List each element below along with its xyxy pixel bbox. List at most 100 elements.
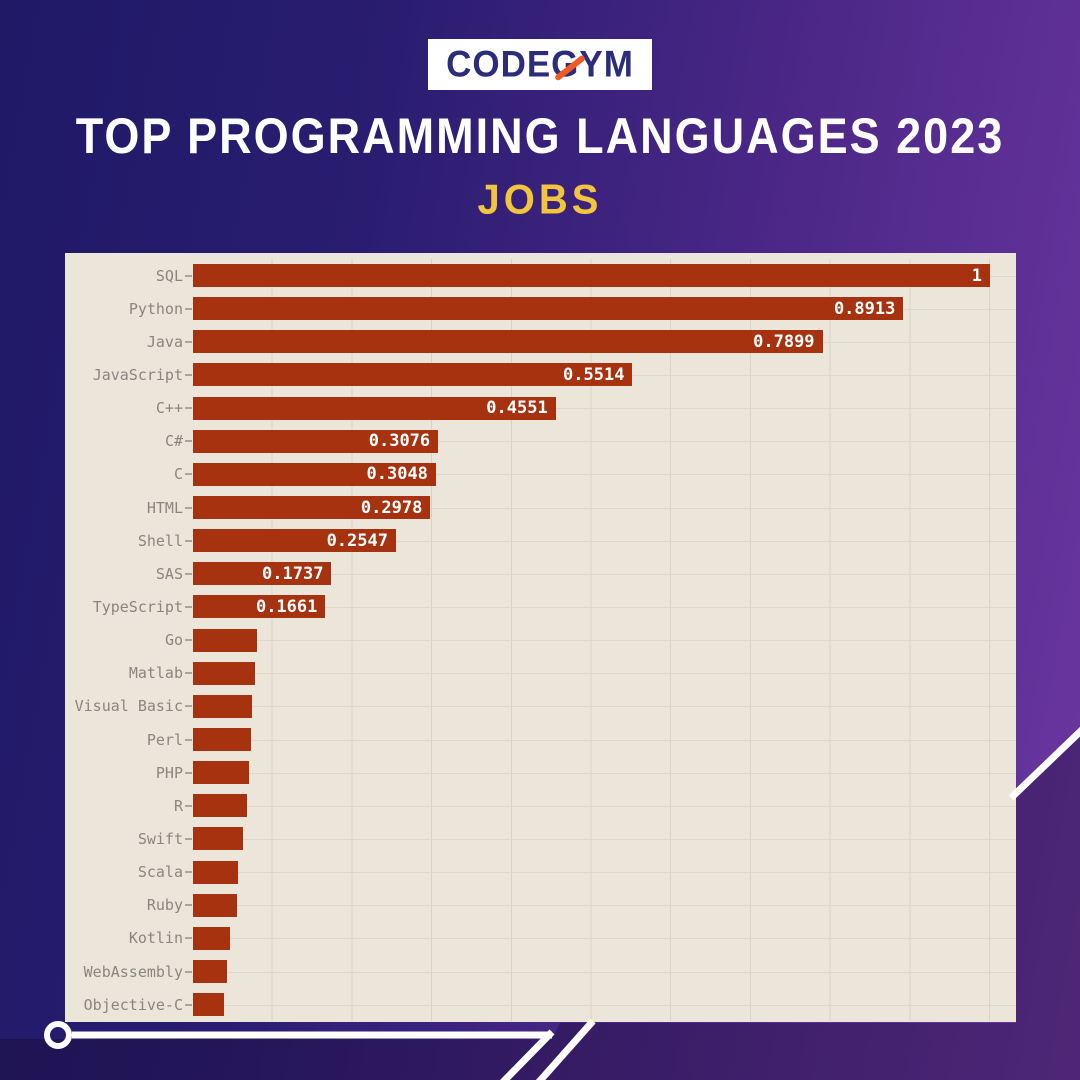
plot-area: 0.8913 (193, 292, 1016, 326)
bar: 0.7899 (193, 330, 823, 354)
axis-tick (183, 904, 193, 906)
category-label: C++ (155, 399, 183, 418)
category-label: Objective-C (83, 995, 183, 1014)
axis-tick (183, 407, 193, 409)
category-label: Kotlin (128, 929, 183, 948)
chart-row: HTML 0.2978 (65, 490, 1016, 525)
bar (193, 926, 231, 950)
axis-tick (183, 374, 193, 376)
chart-row: PHP (65, 756, 1016, 790)
bar (193, 960, 228, 984)
category-label: Go (164, 631, 183, 650)
bar-value-label: 1 (971, 265, 982, 286)
category-label: WebAssembly (83, 962, 183, 981)
plot-area (193, 656, 1016, 690)
bar (193, 993, 225, 1017)
bar: 0.1737 (193, 562, 332, 586)
codegym-logo-text: CODEGYM (446, 43, 634, 85)
category-label: C# (164, 432, 183, 451)
chart-row: WebAssembly (65, 954, 1016, 989)
bar (193, 860, 239, 884)
axis-tick (183, 838, 193, 840)
plot-area (193, 822, 1016, 856)
axis-tick (183, 937, 193, 939)
chart-row: C# 0.3076 (65, 424, 1016, 458)
plot-area (193, 689, 1016, 723)
category-label: HTML (146, 498, 183, 517)
axis-tick (183, 739, 193, 741)
axis-tick (183, 275, 193, 277)
bar (193, 694, 252, 718)
category-label: TypeScript (92, 597, 183, 616)
category-label: R (173, 796, 183, 815)
category-label: SQL (155, 266, 183, 285)
bar: 0.8913 (193, 297, 904, 321)
bar-value-label: 0.7899 (753, 331, 815, 352)
axis-tick (183, 507, 193, 509)
bar (193, 761, 249, 785)
chart-row: C++ 0.4551 (65, 391, 1016, 425)
plot-area (193, 623, 1016, 657)
chart-row: Swift (65, 822, 1016, 856)
plot-area: 0.2547 (193, 524, 1016, 558)
chart-row: JavaScript 0.5514 (65, 358, 1016, 392)
axis-tick (183, 473, 193, 475)
plot-area: 0.7899 (193, 325, 1016, 359)
chart-row: SQL 1 (65, 259, 1016, 293)
bar-value-label: 0.8913 (833, 298, 896, 319)
category-label: PHP (155, 763, 183, 782)
plot-area (193, 954, 1016, 989)
category-label: Java (146, 332, 183, 351)
chart-row: Ruby (65, 888, 1016, 922)
codegym-logo: CODEGYM (428, 39, 652, 90)
chart-row: C 0.3048 (65, 457, 1016, 491)
plot-area: 1 (193, 259, 1016, 293)
bar: 0.1661 (193, 595, 326, 619)
plot-area (193, 988, 1016, 1022)
bar: 0.2978 (193, 496, 431, 520)
bar-value-label: 0.3048 (366, 464, 428, 485)
axis-tick (183, 639, 193, 641)
category-label: Shell (137, 531, 183, 550)
axis-tick (183, 341, 193, 343)
chart-row: Objective-C (65, 988, 1016, 1022)
bar (193, 827, 244, 851)
category-label: SAS (155, 564, 183, 583)
bar: 0.3048 (193, 462, 436, 486)
chart-row: TypeScript 0.1661 (65, 590, 1016, 624)
bar: 0.4551 (193, 396, 556, 420)
chart-rows: SQL 1 Python 0.8913 Java 0.7899 JavaScri… (65, 259, 1016, 1022)
bar: 0.3076 (193, 429, 439, 453)
chart-row: Scala (65, 855, 1016, 889)
chart-row: Go (65, 623, 1016, 657)
bar: 1 (193, 264, 990, 288)
axis-tick (183, 573, 193, 575)
chart-row: Perl (65, 722, 1016, 757)
plot-area (193, 789, 1016, 823)
plot-area: 0.4551 (193, 391, 1016, 425)
category-label: Ruby (146, 896, 183, 915)
bar (193, 728, 252, 752)
bar-value-label: 0.1661 (255, 596, 318, 617)
plot-area: 0.3048 (193, 457, 1016, 491)
bar-value-label: 0.3076 (368, 431, 431, 452)
bar (193, 661, 256, 685)
chart-row: Shell 0.2547 (65, 524, 1016, 558)
bar: 0.2547 (193, 529, 396, 553)
axis-tick (183, 971, 193, 973)
axis-tick (183, 308, 193, 310)
axis-tick (183, 540, 193, 542)
category-label: Matlab (128, 664, 183, 683)
category-label: Visual Basic (74, 697, 183, 716)
axis-tick (183, 1004, 193, 1006)
chart-row: Visual Basic (65, 689, 1016, 723)
bar-value-label: 0.1737 (262, 563, 324, 584)
plot-area (193, 855, 1016, 889)
axis-tick (183, 705, 193, 707)
bar (193, 893, 237, 917)
page-subtitle: JOBS (477, 176, 603, 224)
category-label: JavaScript (92, 365, 183, 384)
bar-value-label: 0.2547 (326, 530, 388, 551)
chart-row: Matlab (65, 656, 1016, 690)
plot-area: 0.5514 (193, 358, 1016, 392)
